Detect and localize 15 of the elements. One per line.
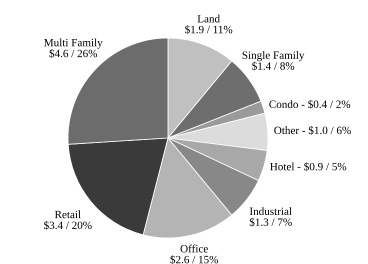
data-label: $1.3 / 7% (250, 218, 292, 227)
slice-label: Office (180, 244, 208, 252)
slice-label: Single Family (242, 51, 304, 62)
data-label: $3.4 / 20% (44, 220, 92, 230)
slice-label: Multi Family (44, 38, 103, 49)
data-label: $4.6 / 26% (49, 49, 98, 58)
data-label: $1.4 / 8% (252, 62, 294, 71)
slice-label: Hotel - $0.9 / 5% (270, 162, 346, 172)
slice-label: Industrial (250, 207, 292, 216)
data-label: $2.6 / 15% (170, 255, 218, 264)
slice-label: Retail (54, 210, 81, 218)
slice-label: Condo - $0.4 / 2% (269, 100, 350, 109)
slice-label: Other - $1.0 / 6% (274, 126, 351, 135)
slice-label: Land (198, 14, 220, 22)
data-label: $1.9 / 11% (185, 25, 232, 34)
